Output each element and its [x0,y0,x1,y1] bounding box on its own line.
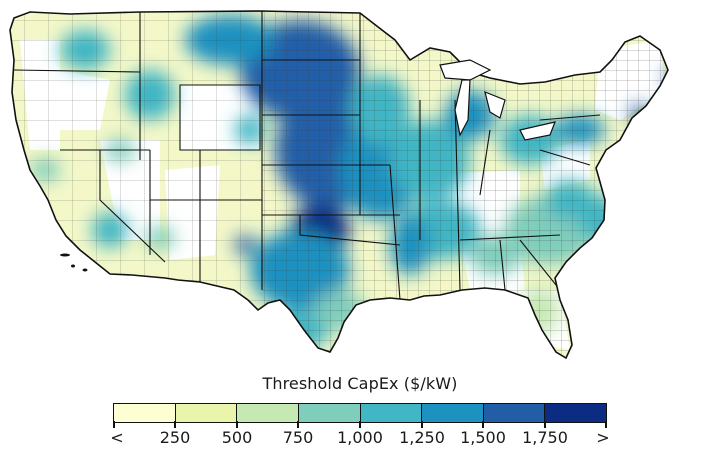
legend-bin-1500-1750 [483,404,546,422]
legend-tick [482,421,484,428]
us-county-choropleth-map [9,10,669,359]
legend-tick [359,421,361,428]
legend-bin-500-750 [237,404,299,422]
legend-bin-1000-1250 [360,404,423,422]
legend-tick [236,421,238,428]
legend-tick [174,421,176,428]
legend-ticks [113,421,607,429]
color-legend-bar [113,403,607,423]
legend-label-1250: 1,250 [399,428,445,447]
legend-label-1750: 1,750 [522,428,568,447]
legend-tick [297,421,299,428]
legend-label-1000: 1,000 [337,428,383,447]
legend-tick [544,421,546,428]
legend-bin-1250-1500 [422,404,484,422]
legend-tick [605,421,607,428]
legend-bin-gt1750 [545,404,606,422]
legend-bin-lt250 [114,404,176,422]
legend-label-500: 500 [221,428,253,447]
legend-label-greater-than: > [596,428,610,447]
legend-tick [421,421,423,428]
legend-bin-250-500 [175,404,238,422]
legend-title: Threshold CapEx ($/kW) [262,374,458,393]
legend-label-250: 250 [159,428,191,447]
legend-bin-750-1000 [298,404,361,422]
legend-tick [113,421,115,428]
legend-label-1500: 1,500 [460,428,506,447]
legend-label-less-than: < [110,428,124,447]
legend-label-750: 750 [282,428,314,447]
legend-tick-labels: < 250 500 750 1,000 1,250 1,500 1,750 > [0,428,720,452]
